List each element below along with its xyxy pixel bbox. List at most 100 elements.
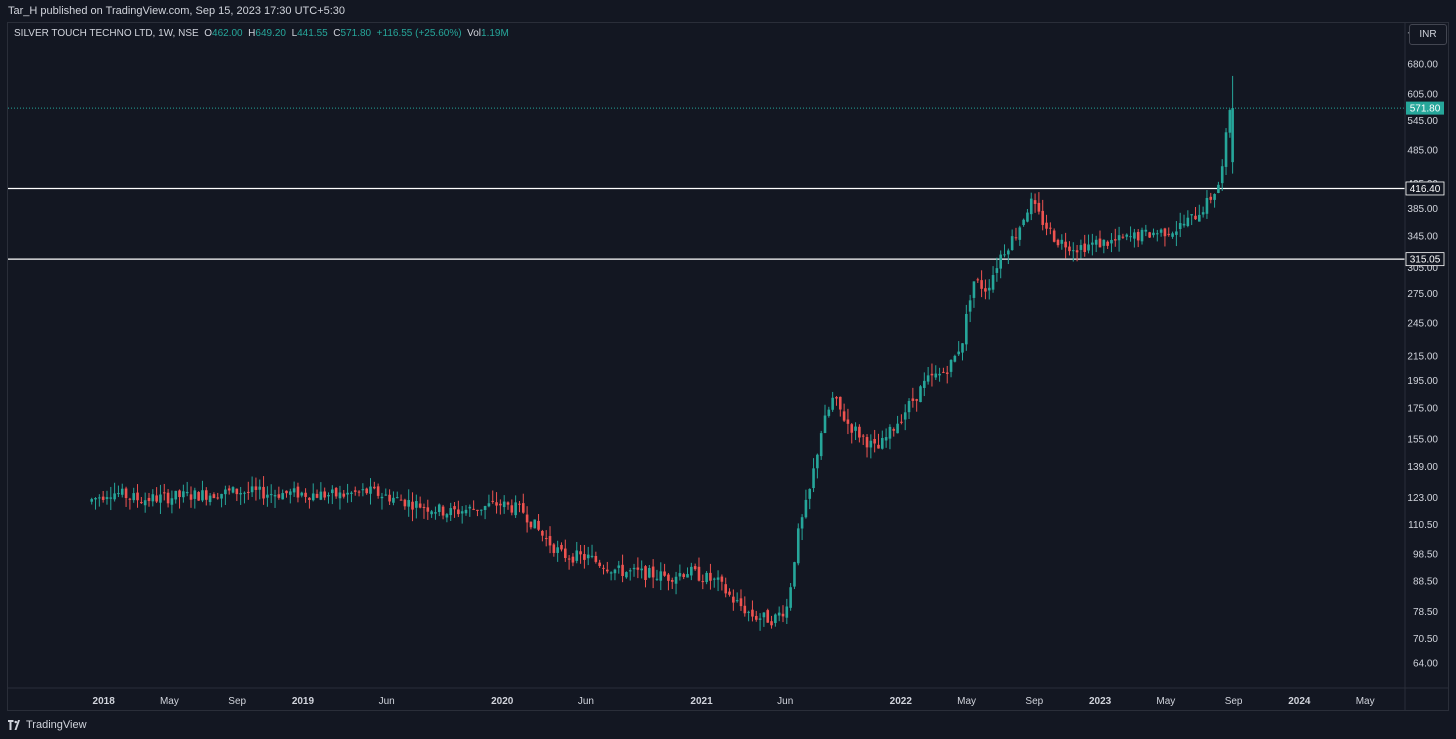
symbol-name: SILVER TOUCH TECHNO LTD, 1W, NSE xyxy=(14,28,199,39)
candle xyxy=(919,385,922,403)
close-value: 571.80 xyxy=(340,28,372,39)
candle xyxy=(1217,181,1220,194)
candle xyxy=(269,484,273,504)
candle xyxy=(464,505,468,516)
candle xyxy=(1194,207,1197,220)
candle xyxy=(1102,239,1106,254)
candle xyxy=(1045,214,1048,236)
candle xyxy=(728,588,731,597)
candle xyxy=(289,488,292,504)
candle xyxy=(117,485,120,498)
candle xyxy=(640,560,643,579)
candle xyxy=(1144,224,1148,237)
candle xyxy=(632,563,636,577)
candle xyxy=(838,396,842,417)
candle xyxy=(709,563,712,590)
time-tick-label: 2022 xyxy=(890,696,913,707)
candle xyxy=(1049,222,1052,235)
candle xyxy=(1201,206,1205,218)
candle xyxy=(327,492,330,504)
candle xyxy=(636,557,640,579)
currency-button[interactable]: INR xyxy=(1409,24,1447,45)
candle xyxy=(835,396,838,406)
candle xyxy=(571,553,575,567)
volume-value: 1.19M xyxy=(481,28,509,39)
change-value: +116.55 (+25.60%) xyxy=(376,28,462,39)
candle xyxy=(460,506,464,524)
time-tick-label: Jun xyxy=(379,696,395,707)
candle xyxy=(399,494,403,501)
candle xyxy=(388,489,391,505)
time-tick-label: 2024 xyxy=(1288,696,1311,707)
time-tick-label: Sep xyxy=(228,696,246,707)
candle xyxy=(239,486,242,505)
candle xyxy=(1186,210,1190,228)
candle xyxy=(716,570,720,592)
candle xyxy=(586,546,590,566)
candle xyxy=(182,484,185,503)
candle xyxy=(670,577,674,589)
candle xyxy=(808,488,812,510)
candle xyxy=(1014,227,1018,241)
candle xyxy=(376,483,380,499)
candle xyxy=(178,489,181,509)
candle xyxy=(804,489,808,519)
candle xyxy=(514,495,517,518)
candle xyxy=(1098,230,1102,248)
candle xyxy=(285,490,288,498)
candle xyxy=(1018,225,1022,246)
chart-pane[interactable] xyxy=(7,22,1449,711)
price-axis-bg xyxy=(1405,23,1448,688)
candle xyxy=(678,564,682,581)
candle xyxy=(1159,228,1163,237)
hline-price-tag xyxy=(1405,252,1445,267)
candle xyxy=(506,501,510,510)
candle xyxy=(690,562,693,581)
price-tick-label: 98.50 xyxy=(1413,549,1438,560)
candle xyxy=(667,573,670,591)
candle xyxy=(930,363,934,387)
candle xyxy=(204,487,208,506)
time-axis[interactable]: 2018 May Sep 2019 Jun 2020 Jun 2021 Jun 2022 May Se… xyxy=(93,696,1375,707)
price-tick-label: 305.00 xyxy=(1407,263,1438,274)
candle xyxy=(625,571,628,579)
candle xyxy=(476,509,479,517)
candle xyxy=(1140,227,1144,245)
candle xyxy=(109,486,113,511)
candle xyxy=(938,367,941,382)
price-tick-label: 485.00 xyxy=(1407,145,1438,156)
candle xyxy=(331,485,334,505)
candle xyxy=(457,500,460,518)
candle xyxy=(1167,227,1171,237)
candle xyxy=(449,502,453,522)
candle xyxy=(277,486,281,500)
high-label: H xyxy=(248,28,256,39)
low-label: L xyxy=(291,28,298,39)
candle xyxy=(243,491,246,504)
candle xyxy=(774,613,777,627)
candle xyxy=(751,600,754,622)
horizontal-lines xyxy=(8,107,1405,260)
candle xyxy=(365,487,368,495)
candle xyxy=(350,491,353,503)
tradingview-logo[interactable]: TradingView xyxy=(8,718,87,732)
candle xyxy=(1056,238,1060,248)
candle xyxy=(185,481,189,497)
candle xyxy=(1152,228,1155,238)
candle xyxy=(915,398,918,412)
candle xyxy=(518,500,521,513)
candle xyxy=(128,497,132,510)
candle xyxy=(254,477,258,501)
candle xyxy=(491,490,495,504)
candle xyxy=(1171,231,1174,239)
candle xyxy=(430,509,433,518)
candle xyxy=(1094,235,1098,253)
candle xyxy=(880,430,884,450)
candle xyxy=(246,481,250,500)
candle xyxy=(1228,108,1232,138)
candle xyxy=(1075,244,1079,262)
candle xyxy=(147,492,151,507)
candle xyxy=(770,615,773,629)
candle xyxy=(949,359,953,378)
